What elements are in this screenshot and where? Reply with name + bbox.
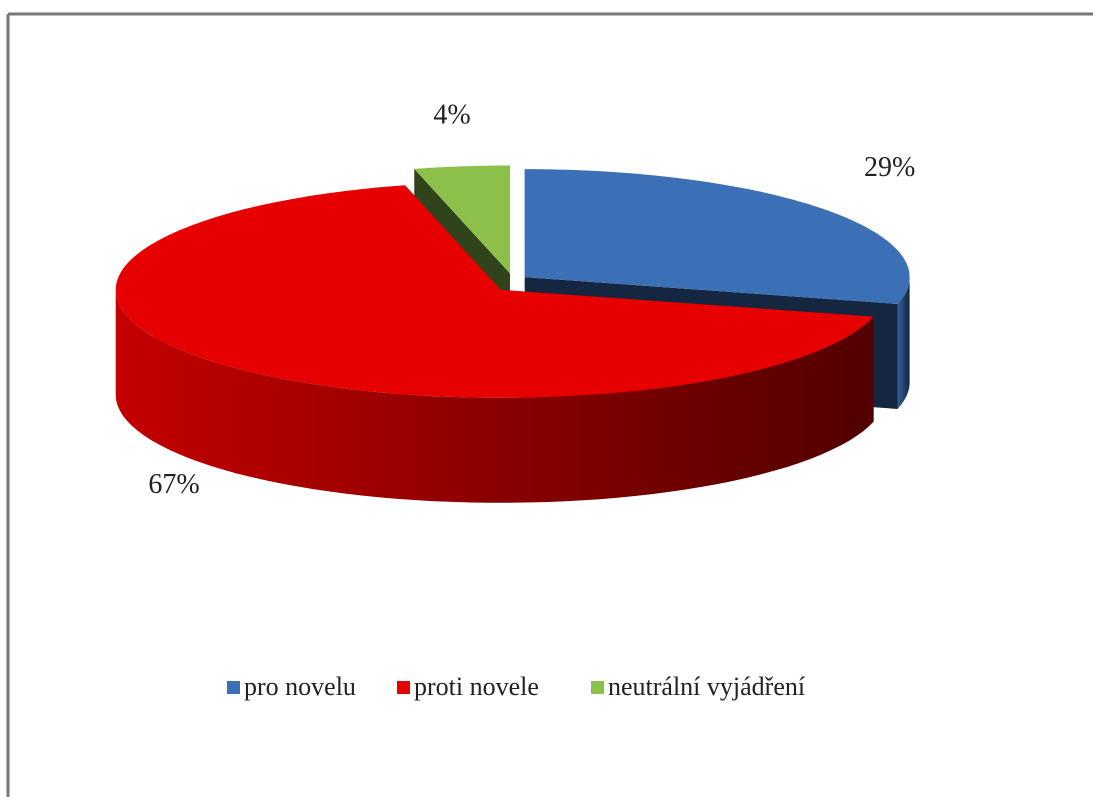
data-labels: 29% 67% 4% bbox=[148, 99, 915, 500]
legend-swatch bbox=[591, 681, 604, 694]
slice-side bbox=[115, 289, 874, 503]
data-label: 67% bbox=[148, 469, 199, 500]
pie-slice bbox=[524, 169, 910, 304]
slice-side bbox=[897, 277, 910, 409]
legend: pro novelu proti novele neutrální vyjádřen… bbox=[227, 672, 805, 701]
legend-label: neutrální vyjádření bbox=[608, 672, 805, 701]
pie-slice bbox=[414, 165, 510, 274]
legend-swatch bbox=[227, 681, 240, 694]
pie-slice bbox=[115, 185, 874, 398]
legend-label: proti novele bbox=[414, 672, 539, 701]
legend-swatch bbox=[397, 681, 410, 694]
data-label: 29% bbox=[864, 152, 915, 183]
legend-label: pro novelu bbox=[244, 672, 356, 701]
pie-tops bbox=[115, 165, 910, 398]
data-label: 4% bbox=[433, 99, 470, 130]
